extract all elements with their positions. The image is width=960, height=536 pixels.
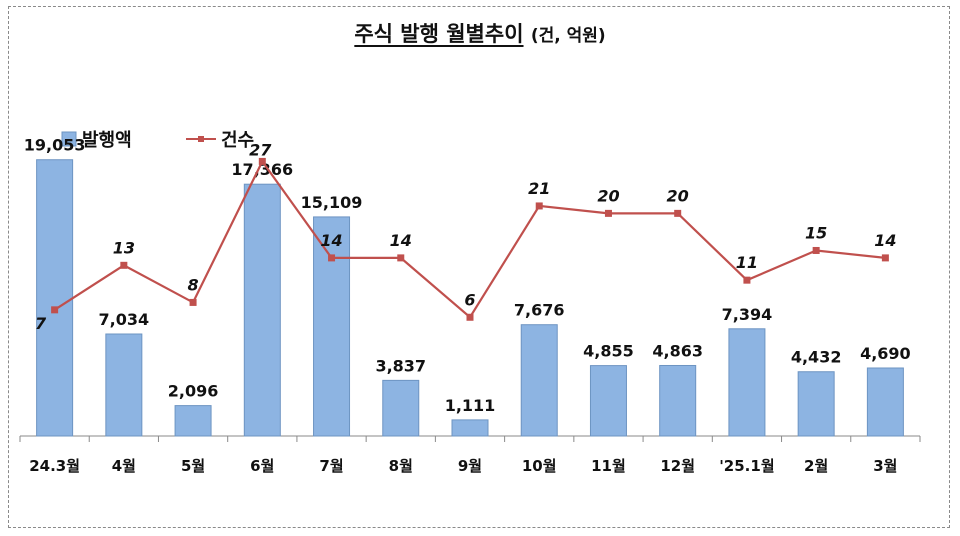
line-marker-4 [328, 254, 336, 262]
category-label-1: 4월 [112, 457, 136, 475]
bar-10 [728, 328, 766, 437]
line-value-label-3: 27 [249, 140, 272, 159]
line-marker-6 [466, 313, 474, 321]
line-marker-11 [812, 246, 820, 254]
bar-1 [105, 333, 143, 437]
category-label-5: 8월 [389, 457, 413, 475]
category-label-11: 2월 [804, 457, 828, 475]
bar-9 [659, 364, 697, 437]
bar-2 [174, 405, 212, 437]
bar-7 [520, 324, 558, 437]
legend: 발행액 건수 [61, 130, 254, 151]
line-value-label-8: 20 [597, 186, 619, 205]
chart-title-text: 주식 발행 월별추이 [354, 22, 524, 46]
line-value-label-4: 14 [320, 231, 342, 250]
line-marker-5 [397, 254, 405, 262]
legend-bar-swatch [61, 131, 77, 147]
category-label-0: 24.3월 [29, 457, 80, 475]
line-marker-9 [674, 209, 682, 217]
bars [36, 159, 904, 437]
bar-8 [589, 365, 627, 437]
bar-value-label-4: 15,109 [301, 193, 363, 212]
bar-value-label-5: 3,837 [375, 356, 426, 375]
line-value-label-9: 20 [667, 186, 689, 205]
line-marker-8 [604, 209, 612, 217]
bar-value-label-9: 4,863 [652, 341, 703, 360]
line-marker-10 [743, 276, 751, 284]
bar-value-label-10: 7,394 [722, 305, 773, 324]
line-marker-7 [535, 202, 543, 210]
bar-value-label-12: 4,690 [860, 344, 911, 363]
line-labels: 7 13 8 27 14 14 6 21 20 20 11 15 14 [35, 140, 896, 332]
category-label-2: 5월 [181, 457, 205, 475]
line-value-label-5: 14 [390, 231, 412, 250]
legend-bar-label: 발행액 [82, 130, 132, 151]
bar-value-label-3: 17,366 [231, 160, 293, 179]
category-label-6: 9월 [458, 457, 482, 475]
bar-11 [797, 371, 835, 437]
bar-value-label-2: 2,096 [168, 382, 219, 401]
bar-3 [243, 183, 281, 437]
bar-value-label-6: 1,111 [445, 396, 496, 415]
line-value-label-0: 7 [35, 314, 47, 333]
bar-value-label-7: 7,676 [514, 301, 565, 320]
line-series [51, 157, 889, 321]
category-label-12: 3월 [873, 457, 897, 475]
bar-5 [382, 379, 420, 437]
line-marker-1 [120, 261, 128, 269]
category-label-8: 11월 [591, 457, 626, 475]
line-value-label-10: 11 [736, 253, 758, 272]
bar-4 [313, 216, 351, 437]
chart-unit: (건, 억원) [530, 26, 606, 46]
bar-labels: 19,053 7,034 2,096 17,366 15,109 3,837 1,111 7,… [24, 136, 911, 415]
line-value-label-6: 6 [464, 290, 475, 309]
line-value-label-1: 13 [113, 238, 135, 257]
bar-value-label-0: 19,053 [24, 136, 86, 155]
chart-title: 주식 발행 월별추이 (건, 억원) [0, 18, 960, 48]
line-marker-12 [881, 254, 889, 262]
chart-frame [8, 6, 950, 528]
category-label-3: 6월 [250, 457, 274, 475]
legend-line-label: 건수 [221, 130, 254, 151]
bar-value-label-1: 7,034 [99, 310, 150, 329]
bar-value-label-11: 4,432 [791, 348, 842, 367]
bar-0 [36, 159, 74, 437]
x-axis-ticks [19, 436, 921, 442]
category-labels: 24.3월 4월 5월 6월 7월 8월 9월 10월 11월 12월 '25.1월 2월 3월 [29, 457, 897, 475]
category-label-4: 7월 [319, 457, 343, 475]
category-label-10: '25.1월 [719, 457, 774, 475]
line-marker-3 [258, 157, 266, 165]
bar-12 [866, 367, 904, 437]
line-value-label-7: 21 [528, 179, 550, 198]
line-value-label-2: 8 [188, 275, 199, 294]
legend-line-marker [198, 136, 204, 142]
bar-value-label-8: 4,855 [583, 342, 634, 361]
line-marker-2 [189, 298, 197, 306]
category-label-7: 10월 [522, 457, 557, 475]
line-value-label-11: 15 [805, 223, 827, 242]
category-label-9: 12월 [660, 457, 695, 475]
bar-6 [451, 419, 489, 437]
line-value-label-12: 14 [874, 231, 896, 250]
line-marker-0 [51, 306, 59, 314]
